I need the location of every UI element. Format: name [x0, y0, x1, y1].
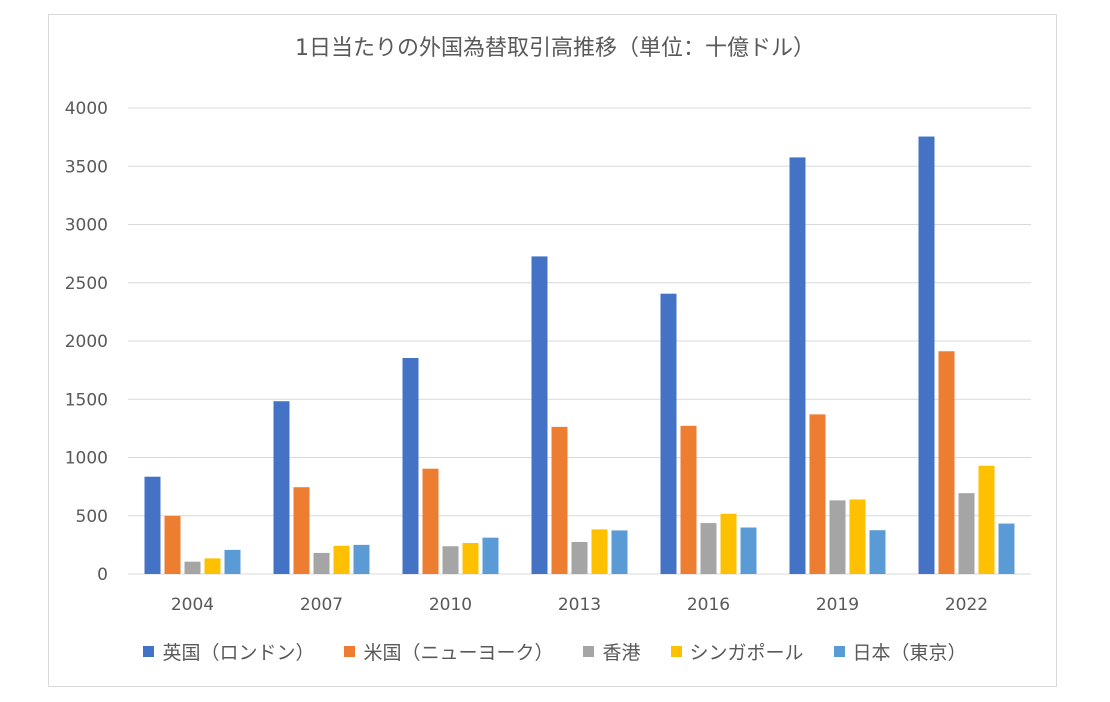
bar: [680, 425, 697, 574]
y-tick-label: 3500: [65, 157, 108, 177]
legend-swatch: [344, 646, 356, 657]
bar: [829, 500, 846, 574]
bar: [611, 530, 628, 574]
bar: [224, 549, 241, 574]
y-tick-label: 1500: [65, 390, 108, 410]
legend-item: 米国（ニューヨーク）: [344, 638, 553, 665]
bar: [402, 358, 419, 574]
bar: [482, 537, 499, 574]
bar: [442, 546, 459, 574]
x-tick-label: 2013: [558, 595, 601, 615]
bar: [740, 527, 757, 574]
legend-swatch: [670, 646, 682, 657]
legend-swatch: [583, 646, 595, 657]
x-tick-label: 2007: [300, 595, 343, 615]
bar: [293, 487, 310, 574]
bar: [789, 157, 806, 574]
y-axis-ticks: 0 500 1000 1500 2000 2500 3000 3500 4000: [65, 99, 108, 585]
x-tick-label: 2022: [945, 595, 988, 615]
legend-label: 香港: [602, 642, 641, 664]
gridlines: [128, 107, 1031, 575]
bar: [551, 426, 568, 574]
legend-item: 日本（東京）: [833, 638, 967, 665]
bar: [273, 401, 290, 574]
legend: 英国（ロンドン） 米国（ニューヨーク） 香港 シンガポール 日本（東京）: [0, 638, 1110, 665]
legend-label: シンガポール: [689, 642, 804, 664]
bar: [184, 561, 201, 574]
bar: [998, 523, 1015, 574]
bar: [313, 552, 330, 574]
bar: [978, 465, 995, 574]
chart-title: 1日当たりの外国為替取引高推移（単位：十億ドル）: [295, 36, 815, 61]
legend-swatch: [143, 646, 155, 657]
bar: [660, 293, 677, 574]
bar: [571, 541, 588, 574]
y-tick-label: 4000: [65, 99, 108, 119]
bar: [164, 515, 181, 574]
x-tick-label: 2019: [816, 595, 859, 615]
bar: [144, 476, 161, 574]
bar: [204, 558, 221, 574]
bar: [720, 513, 737, 574]
x-axis-ticks: 2004 2007 2010 2013 2016 2019 2022: [171, 595, 988, 615]
legend-label: 日本（東京）: [852, 642, 967, 664]
bar: [462, 543, 479, 574]
legend-swatch: [833, 646, 845, 657]
chart-frame: [48, 14, 1057, 687]
y-tick-label: 1000: [65, 449, 108, 469]
bar: [869, 530, 886, 574]
bar: [353, 544, 370, 574]
bar: [333, 545, 350, 574]
y-tick-label: 0: [97, 565, 108, 585]
legend-item: シンガポール: [670, 638, 804, 665]
y-tick-label: 500: [76, 507, 108, 527]
bar: [849, 499, 866, 574]
bar: [700, 523, 717, 574]
bar: [809, 414, 826, 574]
legend-label: 米国（ニューヨーク）: [363, 642, 554, 664]
bars: [144, 136, 1015, 575]
legend-item: 英国（ロンドン）: [143, 638, 314, 665]
bar: [918, 136, 935, 575]
x-tick-label: 2010: [429, 595, 472, 615]
bar: [958, 493, 975, 574]
y-tick-label: 2000: [65, 332, 108, 352]
bar: [422, 468, 439, 574]
y-tick-label: 2500: [65, 274, 108, 294]
x-tick-label: 2004: [171, 595, 214, 615]
y-tick-label: 3000: [65, 216, 108, 236]
x-tick-label: 2016: [687, 595, 730, 615]
legend-item: 香港: [583, 638, 641, 665]
bar: [938, 351, 955, 574]
legend-label: 英国（ロンドン）: [162, 642, 315, 664]
bar: [591, 529, 608, 574]
bar: [531, 256, 548, 574]
